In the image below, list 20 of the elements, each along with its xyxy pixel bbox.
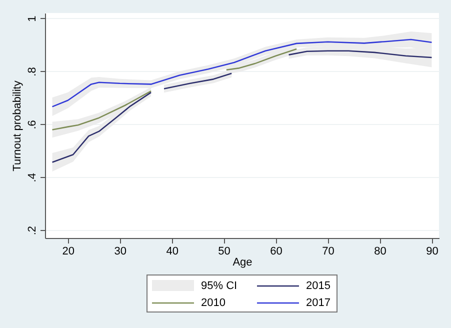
x-tick-label: 90 xyxy=(426,246,438,258)
y-axis-title: Turnout probability xyxy=(12,80,24,172)
x-tick-label: 20 xyxy=(62,246,74,258)
text: 95% CI xyxy=(201,280,238,292)
y-tick-label: 1 xyxy=(26,16,38,22)
legend-label: 2017 xyxy=(306,297,330,309)
x-tick-label: 80 xyxy=(374,246,386,258)
x-tick-label: 60 xyxy=(270,246,282,258)
x-axis-title: Age xyxy=(232,256,252,268)
y-tick-label: .2 xyxy=(26,226,38,236)
x-tick-label: 40 xyxy=(166,246,178,258)
x-tick-label: 50 xyxy=(218,246,230,258)
y-tick-label: .4 xyxy=(26,173,38,182)
x-tick-label: 70 xyxy=(322,246,334,258)
legend-label: 2010 xyxy=(201,297,226,309)
legend-label: 2015 xyxy=(306,280,330,292)
x-tick-label: 30 xyxy=(114,246,126,258)
y-tick-label: .6 xyxy=(26,120,38,130)
line-series xyxy=(52,38,432,108)
y-tick-label: .8 xyxy=(26,67,38,76)
